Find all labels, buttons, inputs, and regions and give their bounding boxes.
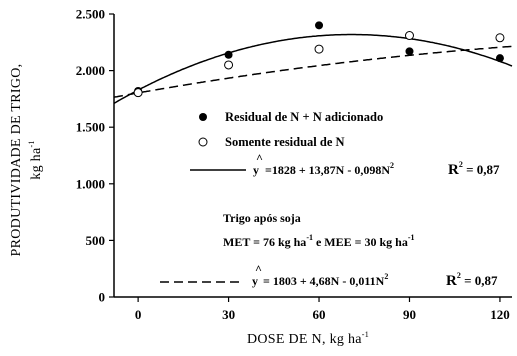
yhat-accent-1: ^ bbox=[256, 151, 263, 165]
annotation-title: Trigo após soja bbox=[223, 211, 301, 225]
fit-curve-somente-residual bbox=[113, 45, 513, 98]
y-axis-title: PRODUTIVIDADE DE TRIGO, bbox=[9, 64, 24, 257]
legend-marker-filled bbox=[199, 113, 207, 121]
data-point-series-2 bbox=[133, 88, 143, 98]
data-points bbox=[133, 21, 505, 98]
x-ticks: 0 30 60 90 120 bbox=[135, 297, 510, 322]
y-tick-label: 500 bbox=[86, 233, 106, 248]
fit-curve-residual-mais-adicionado bbox=[113, 33, 513, 104]
y-tick-label: 0 bbox=[99, 290, 106, 305]
yhat-accent-2: ^ bbox=[255, 262, 262, 276]
legend-marker-open bbox=[198, 137, 208, 147]
equation-1: y =1828 + 13,87N - 0,098N2 bbox=[253, 161, 394, 177]
data-point-series-2 bbox=[314, 44, 324, 54]
y-tick-label: 1.500 bbox=[76, 120, 105, 135]
x-axis-title: DOSE DE N, kg ha-1 bbox=[247, 330, 369, 347]
x-tick-label: 120 bbox=[490, 307, 510, 322]
data-point-series-1 bbox=[315, 21, 324, 30]
x-tick-label: 30 bbox=[222, 307, 235, 322]
data-point-series-1 bbox=[405, 47, 414, 56]
r2-2: R2 = 0,87 bbox=[446, 271, 498, 289]
y-ticks: 0 500 1.000 1.500 2.000 2.500 bbox=[76, 7, 114, 305]
x-tick-label: 0 bbox=[135, 307, 142, 322]
legend-label-series-1: Residual de N + N adicionado bbox=[225, 110, 383, 124]
equation-2: y = 1803 + 4,68N - 0,011N2 bbox=[252, 272, 388, 288]
x-tick-label: 60 bbox=[313, 307, 326, 322]
data-point-series-2 bbox=[404, 31, 414, 41]
data-point-series-1 bbox=[495, 54, 504, 63]
r2-1: R2 = 0,87 bbox=[448, 160, 500, 178]
legend: Residual de N + N adicionado Somente res… bbox=[160, 110, 500, 289]
annotation-met-mee: MET = 76 kg ha-1 e MEE = 30 kg ha-1 bbox=[223, 233, 415, 249]
legend-label-series-2: Somente residual de N bbox=[225, 135, 345, 149]
x-tick-label: 90 bbox=[403, 307, 416, 322]
data-point-series-1 bbox=[224, 50, 233, 59]
y-tick-label: 2.000 bbox=[76, 63, 105, 78]
data-point-series-2 bbox=[224, 60, 234, 70]
y-tick-label: 2.500 bbox=[76, 7, 105, 22]
y-axis-title-unit: kg ha-1 bbox=[27, 140, 44, 179]
y-tick-label: 1.000 bbox=[76, 176, 105, 191]
data-point-series-2 bbox=[495, 33, 505, 43]
